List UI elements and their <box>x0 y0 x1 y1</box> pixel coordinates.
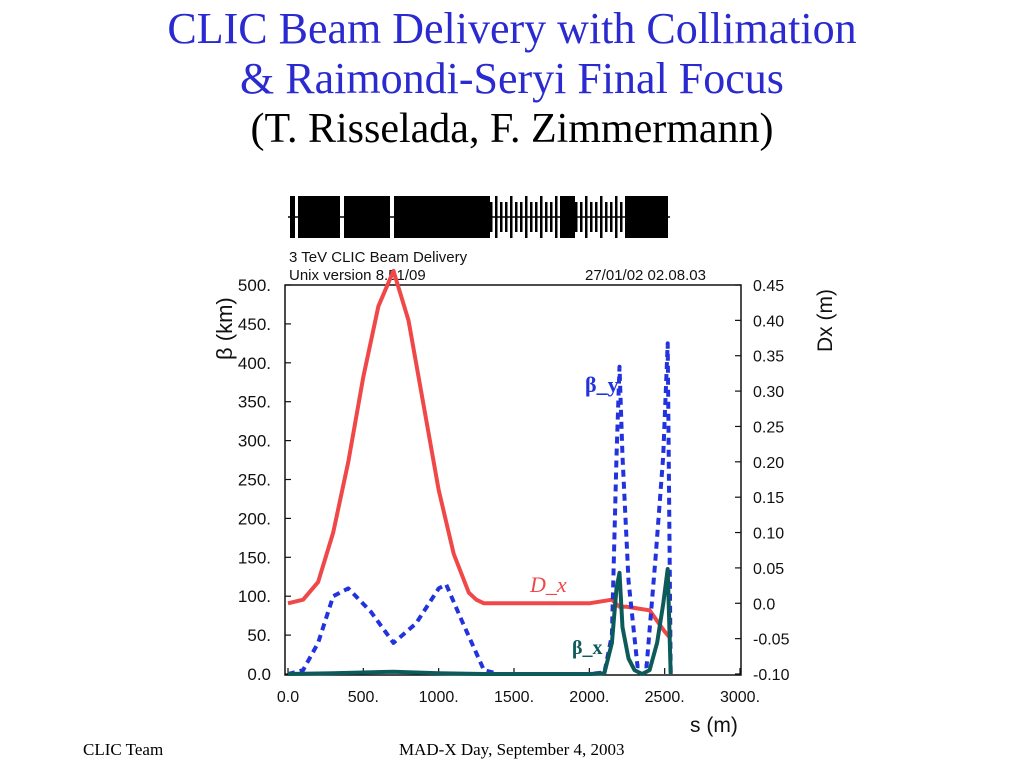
y-right-tick-label: 0.30 <box>753 384 784 401</box>
annotation-beta-y: β_y <box>585 372 619 397</box>
lattice-element <box>525 196 528 238</box>
chart-header-title: 3 TeV CLIC Beam Delivery <box>289 249 468 266</box>
lattice-element <box>585 196 588 238</box>
lattice-element <box>610 202 613 232</box>
footer-left: CLIC Team <box>83 740 164 759</box>
y-left-tick-label: 0.0 <box>247 665 271 684</box>
lattice-element <box>615 196 618 238</box>
series-line-x <box>287 567 673 676</box>
y-right-axis-label: Dx (m) <box>814 289 837 352</box>
y-left-tick-label: 200. <box>238 509 271 528</box>
slide-title-line1: CLIC Beam Delivery with Collimation <box>167 4 857 53</box>
lattice-block <box>298 196 340 238</box>
lattice-element <box>540 196 543 238</box>
lattice-element <box>495 196 498 238</box>
axis-ticks: 0.0 500. 1000. 1500. 2000. 2500. 3000.0.050.10… <box>238 276 790 706</box>
lattice-element <box>535 202 538 232</box>
slide-title-line2: & Raimondi-Seryi Final Focus <box>240 54 784 103</box>
lattice-block <box>394 196 490 238</box>
x-tick-label: 2500. <box>645 689 685 706</box>
series-line-y <box>287 341 673 676</box>
y-right-tick-label: 0.0 <box>753 596 775 613</box>
lattice-bar <box>288 196 670 238</box>
lattice-element <box>565 202 568 232</box>
lattice-element <box>620 202 623 232</box>
lattice-element <box>515 202 518 232</box>
x-tick-label: 1000. <box>419 689 459 706</box>
x-tick-label: 500. <box>348 689 379 706</box>
footer-center: MAD-X Day, September 4, 2003 <box>399 740 625 759</box>
y-right-tick-label: 0.25 <box>753 419 784 436</box>
y-left-tick-label: 500. <box>238 276 271 295</box>
series-group <box>287 268 673 676</box>
title-block: CLIC Beam Delivery with Collimation & Ra… <box>0 4 1024 154</box>
plot-frame <box>284 284 742 676</box>
lattice-element <box>490 202 493 232</box>
y-right-tick-label: 0.45 <box>753 278 784 295</box>
lattice-element <box>530 202 533 232</box>
lattice-element <box>545 202 548 232</box>
lattice-element <box>575 202 578 232</box>
x-tick-label: 0.0 <box>277 689 299 706</box>
y-left-tick-label: 350. <box>238 393 271 412</box>
lattice-element <box>550 202 553 232</box>
y-left-tick-label: 250. <box>238 471 271 490</box>
y-left-tick-label: 150. <box>238 548 271 567</box>
y-right-tick-label: 0.35 <box>753 349 784 366</box>
lattice-element <box>555 196 558 238</box>
x-tick-label: 3000. <box>720 689 760 706</box>
lattice-element <box>600 196 603 238</box>
chart-header-version: Unix version 8.51/09 <box>289 267 426 284</box>
annotation-beta-x: β_x <box>572 637 603 659</box>
lattice-element <box>520 202 523 232</box>
y-left-tick-label: 400. <box>238 354 271 373</box>
lattice-element <box>590 202 593 232</box>
x-tick-label: 1500. <box>494 689 534 706</box>
lattice-block <box>344 196 390 238</box>
lattice-element <box>580 202 583 232</box>
y-right-tick-label: 0.05 <box>753 561 784 578</box>
lattice-element <box>560 202 563 232</box>
y-left-axis-label: β (km) <box>212 297 237 360</box>
x-axis-label: s (m) <box>690 714 738 737</box>
y-right-tick-label: 0.10 <box>753 526 784 543</box>
y-left-tick-label: 300. <box>238 432 271 451</box>
y-left-tick-label: 50. <box>247 626 271 645</box>
lattice-block <box>625 196 668 238</box>
x-tick-label: 2000. <box>569 689 609 706</box>
y-left-tick-label: 100. <box>238 587 271 606</box>
lattice-element <box>605 202 608 232</box>
lattice-element <box>570 196 573 238</box>
y-right-tick-label: 0.20 <box>753 455 784 472</box>
slide-authors: (T. Risselada, F. Zimmermann) <box>250 106 774 152</box>
lattice-element <box>500 202 503 232</box>
lattice-element <box>505 202 508 232</box>
y-right-tick-label: -0.05 <box>753 632 790 649</box>
y-right-tick-label: 0.40 <box>753 313 784 330</box>
lattice-element <box>595 202 598 232</box>
y-left-tick-label: 450. <box>238 315 271 334</box>
chart-header-date: 27/01/02 02.08.03 <box>585 267 706 284</box>
lattice-block <box>290 196 295 238</box>
annotation-dx: D_x <box>529 572 567 597</box>
lattice-element <box>510 196 513 238</box>
y-right-tick-label: -0.10 <box>753 667 790 684</box>
y-right-tick-label: 0.15 <box>753 490 784 507</box>
